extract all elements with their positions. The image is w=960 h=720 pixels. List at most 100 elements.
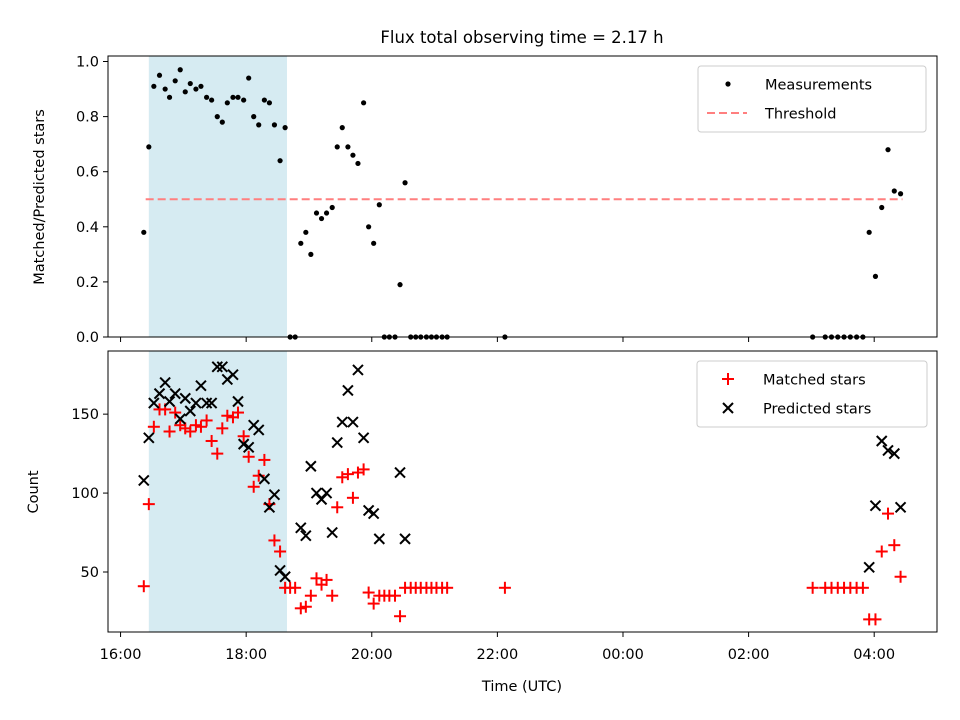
measurement-point bbox=[251, 114, 257, 120]
matched-star-point bbox=[362, 586, 375, 599]
measurement-point bbox=[209, 97, 215, 103]
matched-star-point bbox=[331, 501, 344, 514]
matched-star-point bbox=[274, 545, 287, 558]
measurement-point bbox=[224, 100, 230, 106]
predicted-star-point bbox=[148, 397, 160, 409]
predicted-star-point bbox=[159, 376, 171, 389]
matched-star-point bbox=[189, 419, 202, 432]
matched-star-point bbox=[394, 610, 407, 623]
measurement-point bbox=[885, 147, 891, 153]
measurement-point bbox=[177, 67, 183, 73]
legend-matched-label: Matched stars bbox=[763, 373, 866, 389]
matched-star-point bbox=[341, 468, 354, 481]
measurement-point bbox=[323, 210, 330, 216]
top-y-axis-label: Matched/Predicted stars bbox=[32, 109, 48, 285]
predicted-star-point bbox=[300, 529, 312, 542]
predicted-stars-points bbox=[138, 361, 907, 583]
matched-star-point bbox=[237, 430, 250, 443]
predicted-star-point bbox=[268, 488, 281, 501]
predicted-star-point bbox=[295, 522, 307, 534]
matched-star-point bbox=[142, 498, 155, 511]
matched-star-point bbox=[194, 420, 207, 433]
predicted-star-point bbox=[894, 501, 907, 513]
bottom-y-tick-label: 100 bbox=[71, 486, 99, 502]
top-legend-box bbox=[697, 65, 927, 133]
matched-star-point bbox=[205, 434, 218, 447]
matched-stars-points bbox=[137, 403, 907, 626]
predicted-star-point bbox=[326, 526, 338, 539]
matched-star-point bbox=[357, 463, 370, 476]
x-tick-label: 16:00 bbox=[100, 647, 142, 663]
legend-measurements-marker bbox=[725, 81, 731, 87]
predicted-star-point bbox=[179, 392, 191, 405]
matched-star-point bbox=[184, 425, 197, 438]
measurement-point bbox=[198, 83, 204, 89]
matched-star-point bbox=[200, 414, 213, 427]
matched-star-point bbox=[304, 589, 317, 602]
measurement-point bbox=[397, 282, 403, 288]
predicted-star-point bbox=[352, 364, 364, 376]
matched-star-point bbox=[169, 406, 182, 419]
measurement-point bbox=[162, 86, 168, 92]
top-shaded-region bbox=[148, 56, 287, 337]
predicted-star-point bbox=[882, 444, 894, 457]
measurement-point bbox=[298, 240, 304, 246]
predicted-star-point bbox=[200, 397, 213, 409]
matched-star-point bbox=[856, 581, 869, 594]
top-y-tick-label: 0.0 bbox=[76, 330, 99, 346]
bottom-y-axis-ticks: 50 100 150 bbox=[71, 407, 108, 581]
bottom-legend: Matched stars Predicted stars bbox=[696, 360, 928, 428]
measurement-point bbox=[872, 273, 879, 279]
matched-star-point bbox=[242, 450, 255, 463]
predicted-star-point bbox=[869, 500, 882, 512]
measurement-point bbox=[308, 251, 314, 257]
top-plot-frame bbox=[107, 55, 938, 338]
predicted-star-point bbox=[169, 387, 181, 400]
matched-star-point bbox=[221, 409, 234, 422]
legend-measurements-label: Measurements bbox=[765, 78, 872, 94]
measurement-point bbox=[146, 144, 152, 150]
measurement-point bbox=[345, 144, 351, 150]
x-tick-label: 02:00 bbox=[728, 647, 770, 663]
x-tick-label: 20:00 bbox=[351, 647, 393, 663]
predicted-star-point bbox=[258, 473, 271, 485]
x-tick-label: 04:00 bbox=[853, 647, 895, 663]
measurement-point bbox=[313, 210, 320, 216]
legend-predicted-marker bbox=[722, 402, 734, 414]
top-y-tick-label: 0.8 bbox=[76, 110, 99, 126]
measurement-points bbox=[141, 67, 904, 340]
predicted-star-point bbox=[342, 384, 354, 397]
measurement-point bbox=[151, 83, 157, 89]
bottom-y-tick-label: 50 bbox=[81, 565, 99, 581]
legend-predicted-label: Predicted stars bbox=[763, 402, 871, 418]
x-tick-label: 00:00 bbox=[602, 647, 644, 663]
matched-star-point bbox=[268, 534, 281, 547]
measurement-point bbox=[204, 94, 210, 100]
measurement-point bbox=[230, 94, 236, 100]
matched-star-point bbox=[289, 581, 302, 594]
predicted-star-point bbox=[876, 435, 888, 447]
measurement-point bbox=[303, 229, 309, 235]
matched-star-point bbox=[252, 469, 265, 482]
measurement-point bbox=[866, 229, 872, 235]
predicted-star-point bbox=[253, 424, 265, 436]
predicted-star-point bbox=[242, 441, 255, 454]
measurement-point bbox=[339, 125, 345, 131]
predicted-star-point bbox=[367, 507, 380, 520]
predicted-star-point bbox=[143, 432, 155, 444]
predicted-star-point bbox=[399, 533, 411, 545]
predicted-star-point bbox=[394, 466, 406, 479]
measurement-point bbox=[193, 86, 199, 92]
predicted-star-point bbox=[184, 405, 196, 417]
measurement-point bbox=[879, 204, 885, 211]
measurement-point bbox=[891, 188, 897, 194]
measurement-point bbox=[187, 80, 193, 87]
predicted-star-point bbox=[373, 533, 386, 545]
measurement-point bbox=[329, 204, 335, 211]
predicted-star-point bbox=[216, 361, 229, 373]
measurement-point bbox=[246, 75, 252, 81]
predicted-star-point bbox=[227, 368, 239, 381]
matched-star-point bbox=[367, 597, 380, 610]
matched-star-point bbox=[247, 480, 260, 493]
